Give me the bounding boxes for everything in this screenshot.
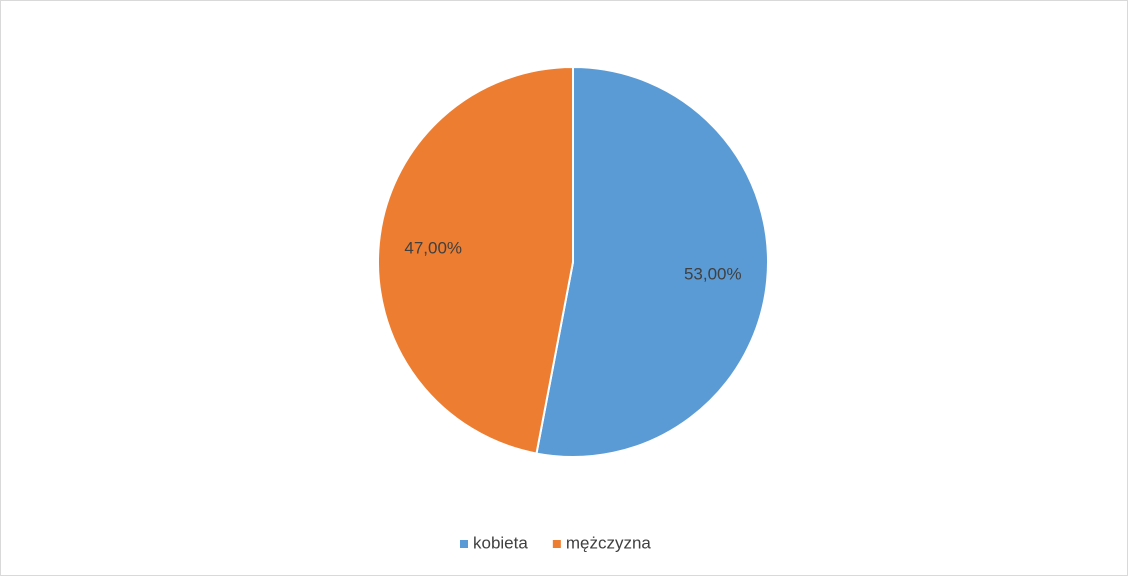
pie-slice	[535, 65, 769, 458]
data-label: 47,00%	[404, 238, 462, 257]
pie-slice	[377, 65, 574, 455]
data-label: 53,00%	[684, 265, 742, 284]
legend-label: kobieta	[473, 533, 528, 552]
legend-swatch	[460, 540, 468, 548]
legend-label: mężczyzna	[566, 533, 652, 552]
legend-swatch	[552, 540, 561, 548]
